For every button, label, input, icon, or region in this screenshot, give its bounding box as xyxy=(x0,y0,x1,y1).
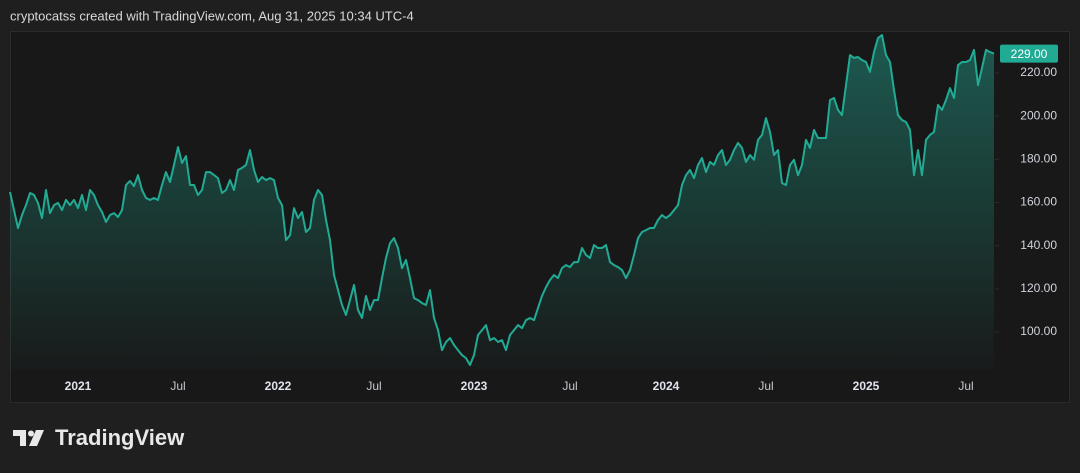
x-tick-label: 2022 xyxy=(265,379,292,393)
x-tick-label: 2021 xyxy=(65,379,92,393)
logo-slash xyxy=(29,430,44,446)
y-tick-label: 100.00 xyxy=(1020,324,1057,338)
x-tick-label: Jul xyxy=(170,379,185,393)
x-tick-label: 2025 xyxy=(853,379,880,393)
logo xyxy=(13,430,44,446)
x-tick-label: Jul xyxy=(958,379,973,393)
y-tick-label: 200.00 xyxy=(1020,108,1057,122)
plot: 100.00 120.00 140.00 160.00 180.00 200.00 220.… xyxy=(9,34,1058,393)
logo-dot xyxy=(28,430,34,437)
x-tick-label: 2023 xyxy=(461,379,488,393)
area xyxy=(10,35,994,371)
logo-mark xyxy=(13,430,26,446)
price-label: 229.00 xyxy=(1011,47,1048,61)
header: cryptocatss created with TradingView.com… xyxy=(10,8,414,23)
price-label-box xyxy=(1000,44,1058,63)
y-tick-label: 120.00 xyxy=(1020,281,1057,295)
x-tick-label: Jul xyxy=(366,379,381,393)
x-tick-label: 2024 xyxy=(653,379,680,393)
brand: TradingView xyxy=(55,425,185,450)
y-tick-label: 140.00 xyxy=(1020,238,1057,252)
y-tick-label: 180.00 xyxy=(1020,152,1057,166)
price-line xyxy=(9,34,995,367)
y-tick-label: 160.00 xyxy=(1020,195,1057,209)
x-tick-label: Jul xyxy=(562,379,577,393)
y-tick-label: 220.00 xyxy=(1020,65,1057,79)
x-tick-label: Jul xyxy=(758,379,773,393)
